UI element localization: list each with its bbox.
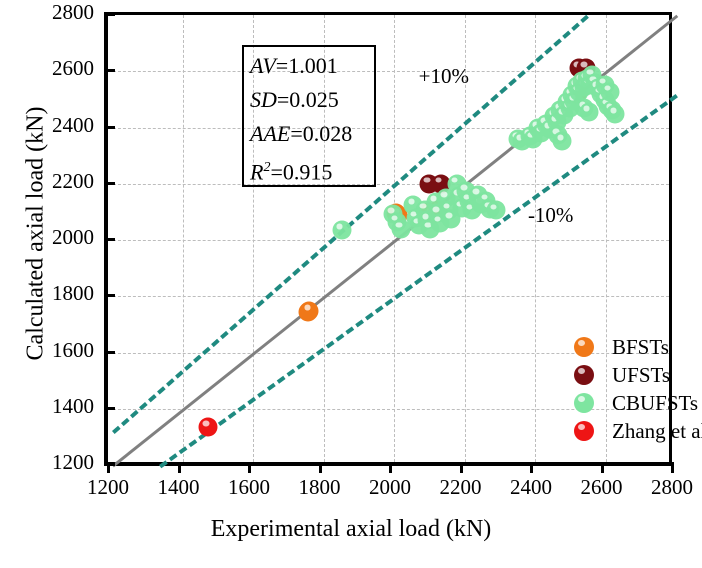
x-tick: [459, 462, 463, 473]
stat-av-label: AV: [250, 53, 276, 78]
y-tick: [104, 125, 115, 129]
x-tick: [600, 462, 604, 473]
legend-item-cbufsts[interactable]: CBUFSTs: [574, 389, 702, 417]
y-tick-label: 2200: [52, 168, 94, 193]
y-tick: [104, 406, 115, 410]
statistics-box: AV=1.001 SD=0.025 AAE=0.028 R2=0.915: [242, 45, 376, 187]
grid-line-horizontal: [108, 296, 669, 298]
x-tick: [389, 462, 392, 473]
y-tick: [104, 463, 115, 466]
legend-item-ufsts[interactable]: UFSTs: [574, 361, 702, 389]
y-tick: [104, 69, 115, 73]
data-point-cbufsts: [605, 104, 625, 124]
x-tick: [177, 462, 181, 473]
legend-item-bfsts[interactable]: BFSTs: [574, 333, 702, 361]
x-axis-title: Experimental axial load (kN): [210, 516, 492, 542]
stat-aae-label: AAE: [250, 121, 291, 146]
grid-line-horizontal: [108, 127, 669, 129]
x-tick-label: 1200: [87, 475, 129, 499]
legend: BFSTs UFSTs CBUFSTs Zhang et al: [574, 333, 702, 445]
legend-marker-icon: [574, 337, 594, 357]
grid-line-horizontal: [108, 71, 669, 73]
grid-line-horizontal: [108, 240, 669, 241]
y-tick: [104, 294, 115, 298]
stat-aae: AAE=0.028: [250, 117, 374, 151]
legend-marker-icon: [574, 393, 594, 413]
x-tick: [530, 462, 533, 473]
y-tick-label: 1800: [52, 281, 94, 306]
x-tick-label: 2000: [369, 475, 411, 499]
grid-line-vertical: [182, 15, 184, 462]
x-tick: [671, 462, 674, 473]
legend-marker-icon: [574, 421, 594, 441]
grid-line-vertical: [253, 15, 254, 462]
x-tick: [248, 462, 251, 473]
legend-item-zhang-et-al[interactable]: Zhang et al: [574, 417, 702, 445]
grid-line-vertical: [323, 15, 325, 462]
stat-r2-superscript: 2: [263, 160, 271, 175]
stat-sd: SD=0.025: [250, 83, 374, 117]
stat-av: AV=1.001: [250, 49, 374, 83]
stat-r2: R2=0.915: [250, 151, 374, 189]
y-tick: [104, 238, 115, 241]
data-point-cbufsts: [600, 82, 620, 101]
annotation-minus10pct: -10%: [527, 203, 574, 228]
y-tick-label: 2000: [52, 225, 94, 249]
data-point-cbufsts: [391, 219, 411, 239]
y-tick-label: 1400: [52, 393, 94, 418]
data-point-cbufsts: [332, 220, 352, 240]
x-tick-label: 2400: [510, 475, 552, 499]
x-tick-label: 2200: [439, 475, 482, 499]
y-tick-label: 2600: [52, 56, 94, 81]
stat-sd-value: =0.025: [276, 87, 339, 112]
data-point-zhang-et-al: [198, 417, 218, 437]
y-tick: [104, 13, 115, 16]
legend-label: BFSTs: [612, 334, 669, 359]
grid-line-vertical: [464, 15, 466, 462]
x-tick-label: 1600: [228, 475, 270, 499]
legend-label: Zhang et al: [612, 418, 702, 443]
data-point-bfsts: [299, 301, 319, 321]
x-tick-label: 2600: [580, 475, 623, 499]
x-tick-label: 1400: [157, 475, 200, 499]
grid-line-horizontal: [108, 183, 669, 185]
stat-r2-value: =0.915: [270, 159, 333, 185]
grid-line-vertical: [605, 15, 607, 462]
legend-label: UFSTs: [612, 362, 671, 387]
stat-r2-label: R: [250, 159, 264, 185]
grid-line-vertical: [535, 15, 536, 462]
annotation-plus10pct: +10%: [418, 63, 470, 88]
data-point-cbufsts: [552, 131, 572, 151]
y-tick-label: 1200: [52, 450, 94, 474]
y-tick: [104, 181, 115, 185]
stat-av-value: =1.001: [275, 53, 338, 78]
grid-line-horizontal: [108, 408, 669, 410]
legend-marker-icon: [574, 365, 594, 385]
stat-aae-value: =0.028: [290, 121, 353, 146]
x-tick-label: 2800: [651, 475, 693, 499]
plot-area: +10% -10% AV=1.001 SD=0.025 AAE=0.028 R2=…: [104, 12, 702, 469]
y-tick: [104, 350, 115, 354]
x-tick-label: 1800: [298, 475, 341, 499]
grid-line-vertical: [394, 15, 395, 462]
data-point-cbufsts: [486, 200, 506, 220]
x-tick: [107, 462, 110, 473]
x-tick: [318, 462, 322, 473]
grid-line-horizontal: [108, 352, 669, 354]
legend-label: CBUFSTs: [612, 390, 699, 415]
y-tick-label: 2400: [52, 112, 94, 137]
data-point-cbufsts: [579, 102, 599, 122]
y-tick-label: 2800: [52, 0, 94, 24]
stat-sd-label: SD: [250, 87, 277, 112]
y-tick-label: 1600: [52, 337, 94, 362]
